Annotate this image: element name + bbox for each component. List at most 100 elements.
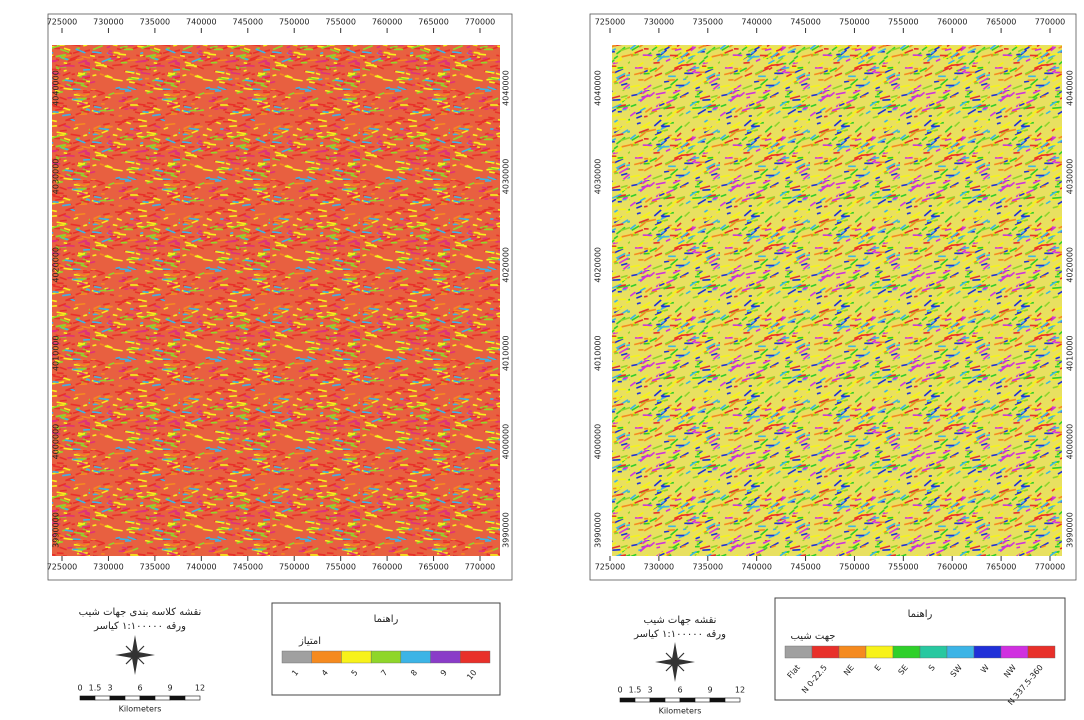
scale-seg xyxy=(139,695,156,701)
x-tick-label: 725000 xyxy=(595,18,626,27)
legend-label: 4 xyxy=(320,668,330,678)
scale-label: 0 xyxy=(77,684,82,693)
legend-swatch xyxy=(341,650,372,664)
x-tick-label: 760000 xyxy=(937,563,968,572)
x-tick-label: 755000 xyxy=(325,563,356,572)
scale-label: 6 xyxy=(677,686,682,695)
map-title: نقشه جهات شیب xyxy=(644,615,717,626)
x-tick-label: 760000 xyxy=(372,18,403,27)
legend-title: راهنما xyxy=(374,614,399,625)
scale-seg xyxy=(154,695,171,701)
legend-swatch xyxy=(1027,645,1056,659)
x-tick-label: 745000 xyxy=(233,563,264,572)
legend-label: 9 xyxy=(439,668,449,678)
legend-swatch xyxy=(430,650,461,664)
map-frame xyxy=(589,13,1077,581)
scale-label: 9 xyxy=(167,684,172,693)
legend-label: S xyxy=(927,663,937,673)
scale-seg xyxy=(109,695,126,701)
y-tick-label: 4040000 xyxy=(594,70,603,106)
x-tick-label: 765000 xyxy=(986,18,1017,27)
legend-swatch xyxy=(1000,645,1029,659)
x-tick-label: 770000 xyxy=(1035,18,1066,27)
scale-seg xyxy=(664,697,681,703)
legend-swatch xyxy=(892,645,921,659)
legend-swatch xyxy=(400,650,431,664)
scale-seg xyxy=(169,695,186,701)
map-raster xyxy=(52,45,500,556)
scale-seg xyxy=(694,697,711,703)
y-tick-label: 4030000 xyxy=(52,159,61,195)
legend-label: 5 xyxy=(350,668,360,678)
map-subtitle: ورقه ۱:۱۰۰۰۰۰ کیاسر xyxy=(93,621,186,632)
legend-swatch xyxy=(946,645,975,659)
map-raster xyxy=(612,45,1062,556)
x-tick-label: 750000 xyxy=(279,563,310,572)
scale-seg xyxy=(619,697,636,703)
x-tick-label: 765000 xyxy=(986,563,1017,572)
x-tick-label: 725000 xyxy=(47,563,78,572)
y-tick-label: 4010000 xyxy=(52,335,61,371)
y-tick-label: 4030000 xyxy=(1066,159,1075,195)
y-tick-label: 4040000 xyxy=(52,70,61,106)
x-tick-label: 760000 xyxy=(372,563,403,572)
legend-swatch xyxy=(919,645,948,659)
y-tick-label: 4010000 xyxy=(502,335,511,371)
x-tick-label: 745000 xyxy=(233,18,264,27)
compass-diag xyxy=(665,652,685,672)
scale-label: 0 xyxy=(617,686,622,695)
scale-label: 12 xyxy=(735,686,745,695)
legend-subtitle: جهت شیب xyxy=(790,631,835,642)
scale-label: 3 xyxy=(647,686,652,695)
y-tick-label: 4000000 xyxy=(52,424,61,460)
x-tick-label: 770000 xyxy=(465,18,496,27)
x-tick-label: 755000 xyxy=(888,563,919,572)
scale-seg xyxy=(184,695,201,701)
y-tick-label: 4020000 xyxy=(1066,247,1075,283)
y-tick-label: 3990000 xyxy=(502,512,511,548)
y-tick-label: 3990000 xyxy=(1066,512,1075,548)
x-tick-label: 750000 xyxy=(839,18,870,27)
map-frame xyxy=(47,13,513,581)
scale-seg xyxy=(709,697,726,703)
x-tick-label: 740000 xyxy=(741,563,772,572)
scale-unit: Kilometers xyxy=(119,705,162,714)
x-tick-label: 730000 xyxy=(93,18,124,27)
legend-label: W xyxy=(979,663,991,675)
y-tick-label: 4040000 xyxy=(502,70,511,106)
legend-swatch xyxy=(784,645,813,659)
x-tick-label: 740000 xyxy=(186,563,217,572)
y-tick-label: 4030000 xyxy=(594,159,603,195)
y-tick-label: 3990000 xyxy=(594,512,603,548)
legend-swatch xyxy=(370,650,402,664)
y-tick-label: 4000000 xyxy=(502,424,511,460)
legend-swatch xyxy=(973,645,1002,659)
x-tick-label: 770000 xyxy=(465,563,496,572)
scale-label: 3 xyxy=(107,684,112,693)
scale-label: 6 xyxy=(137,684,142,693)
scale-seg xyxy=(79,695,96,701)
y-tick-label: 4040000 xyxy=(1066,70,1075,106)
x-tick-label: 760000 xyxy=(937,18,968,27)
legend-box xyxy=(271,602,501,696)
x-tick-label: 730000 xyxy=(93,563,124,572)
legend-title: راهنما xyxy=(908,609,933,620)
scale-seg xyxy=(634,697,651,703)
scale-seg xyxy=(94,695,111,701)
map-title: نقشه کلاسه بندی جهات شیب xyxy=(79,607,202,618)
y-tick-label: 4030000 xyxy=(502,159,511,195)
x-tick-label: 765000 xyxy=(418,18,449,27)
x-tick-label: 755000 xyxy=(325,18,356,27)
scale-label: 9 xyxy=(707,686,712,695)
scale-seg xyxy=(679,697,696,703)
legend-swatch xyxy=(811,645,840,659)
y-tick-label: 4020000 xyxy=(594,247,603,283)
legend-label: 7 xyxy=(379,668,389,678)
y-tick-label: 4000000 xyxy=(1066,424,1075,460)
map-subtitle: ورقه ۱:۱۰۰۰۰۰ کیاسر xyxy=(633,629,726,640)
legend-swatch xyxy=(865,645,894,659)
compass-diag xyxy=(125,645,145,665)
legend-label: E xyxy=(873,663,883,673)
x-tick-label: 735000 xyxy=(140,563,171,572)
